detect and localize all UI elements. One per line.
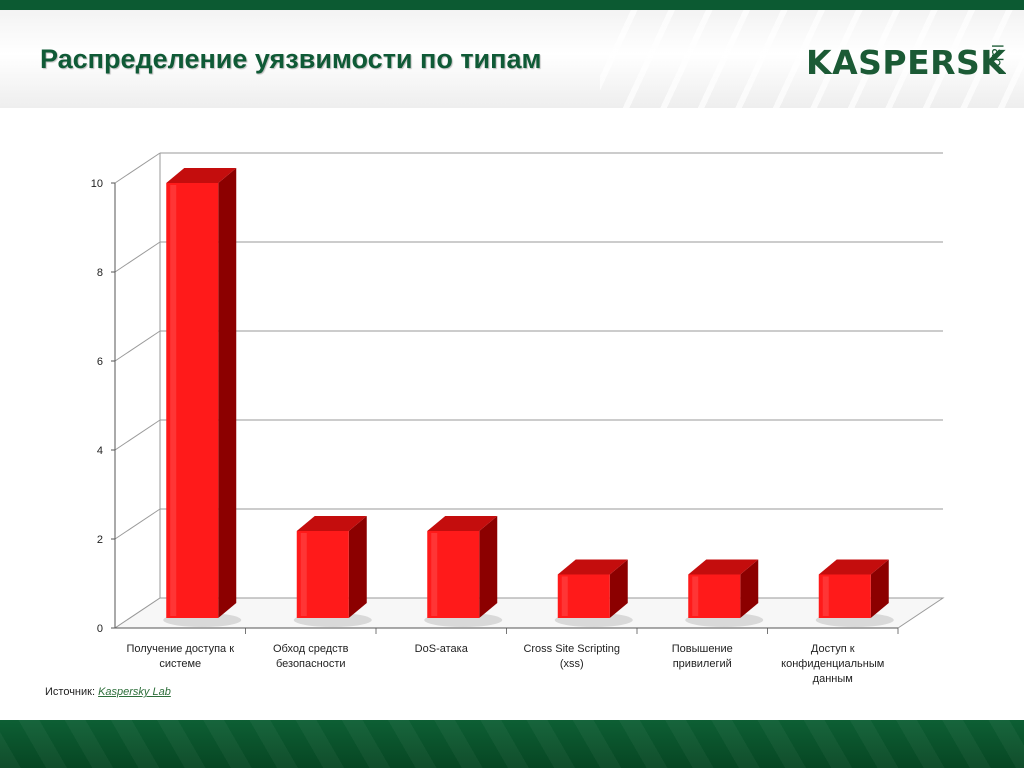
bar-top xyxy=(557,559,628,575)
bar xyxy=(166,183,219,618)
source-link[interactable]: Kaspersky Lab xyxy=(98,686,171,698)
y-tick-label: 6 xyxy=(97,356,103,368)
bar-top xyxy=(427,516,498,531)
x-category-label: (xss) xyxy=(560,658,584,670)
bar xyxy=(818,574,871,618)
y-tick-label: 2 xyxy=(97,534,103,546)
bar-highlight xyxy=(692,576,699,616)
source-label: Источник: xyxy=(45,686,96,698)
bar-side xyxy=(870,559,889,618)
y-tick-label: 10 xyxy=(91,178,103,190)
x-category-label: Доступ к xyxy=(811,643,855,655)
logo-sub: lab xyxy=(988,44,1006,67)
footer-band xyxy=(0,720,1024,768)
x-category-label: данным xyxy=(813,673,853,685)
slide-title: Распределение уязвимости по типам xyxy=(40,44,542,74)
bar-side xyxy=(348,516,367,618)
bar-top xyxy=(688,559,759,575)
gridline-side xyxy=(114,508,161,540)
bar-top xyxy=(818,559,889,575)
x-category-label: конфиденциальным xyxy=(781,658,884,670)
gridline-side xyxy=(114,241,161,273)
bar-highlight xyxy=(561,576,568,616)
kaspersky-logo: KASPERSKY lab xyxy=(806,43,1006,82)
logo-text: KASPERSKY xyxy=(806,43,1006,82)
bar xyxy=(296,531,349,618)
bar-side xyxy=(609,559,628,618)
x-category-label: привилегий xyxy=(673,658,732,670)
bar xyxy=(557,574,610,618)
gridline-side xyxy=(114,330,161,362)
x-category-label: Повышение xyxy=(672,643,733,655)
bar-top xyxy=(166,168,237,183)
bar-chart: 0 2 4 6 8 10 Получение доступа к системе Обход с… xyxy=(91,152,945,685)
x-category-label: безопасности xyxy=(276,658,346,670)
gridline-side xyxy=(114,419,161,451)
y-tick-label: 4 xyxy=(97,445,103,457)
gridline-side xyxy=(114,152,161,184)
y-tick-label: 8 xyxy=(97,267,103,279)
x-category-label: Обход средств xyxy=(273,643,349,655)
x-category-label: системе xyxy=(159,658,201,670)
bar-highlight xyxy=(300,533,307,616)
header-band xyxy=(0,10,1024,108)
bar xyxy=(427,531,480,618)
bar-highlight xyxy=(170,185,177,616)
source-note: Источник: Kaspersky Lab xyxy=(45,686,171,698)
x-category-label: Получение доступа к xyxy=(126,643,234,655)
x-category-label: DoS-атака xyxy=(415,643,469,655)
bar-side xyxy=(740,559,759,618)
bar-top xyxy=(296,516,367,531)
bar-highlight xyxy=(822,576,829,616)
top-strip xyxy=(0,0,1024,10)
bar-highlight xyxy=(431,533,438,616)
bar-side xyxy=(218,168,237,618)
bar-side xyxy=(479,516,498,618)
x-category-label: Cross Site Scripting xyxy=(523,643,620,655)
bar xyxy=(688,574,741,618)
y-tick-label: 0 xyxy=(97,623,103,635)
